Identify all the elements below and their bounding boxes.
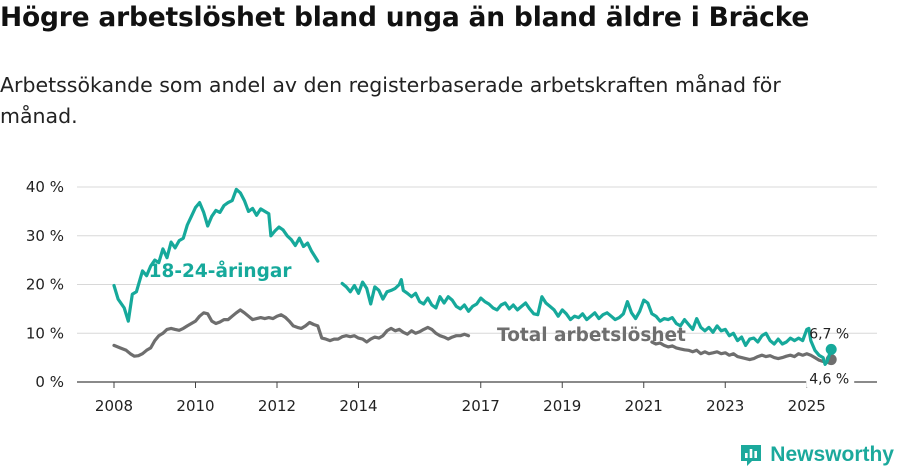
series-label-total: Total arbetslöshet <box>497 325 686 346</box>
end-value-label-youth: 6,7 % <box>809 326 849 342</box>
x-tick-label: 2017 <box>462 397 500 415</box>
series-line-youth-a <box>112 187 320 323</box>
labels-layer: 18-24-åringar Total arbetslöshet 6,7 % 4,6 … <box>149 260 855 388</box>
series-line-youth-b <box>340 278 833 366</box>
x-tick-label: 2012 <box>258 397 296 415</box>
newsworthy-brand[interactable]: Newsworthy <box>739 443 894 467</box>
chart-subtitle: Arbetssökande som andel av den registerb… <box>0 73 781 128</box>
x-tick-label: 2010 <box>176 397 214 415</box>
y-tick-label: 30 % <box>26 227 64 245</box>
chart-title: Högre arbetslöshet bland unga än bland ä… <box>0 2 810 33</box>
gridlines <box>77 186 877 383</box>
x-tick-label: 2021 <box>625 397 663 415</box>
y-tick-label: 40 % <box>26 178 64 196</box>
y-axis: 0 % 10 % 20 % 30 % 40 % <box>26 178 64 391</box>
y-tick-label: 20 % <box>26 276 64 294</box>
end-value-label-total: 4,6 % <box>809 372 849 388</box>
series-layer <box>112 187 837 366</box>
x-axis: 2008 2010 2012 2014 2017 2019 2021 2023 2025 <box>95 382 826 415</box>
series-line-total-b <box>650 340 833 365</box>
end-label-bg <box>806 369 855 388</box>
y-tick-label: 10 % <box>26 324 64 342</box>
end-point-youth <box>825 343 837 355</box>
x-tick-label: 2014 <box>339 397 377 415</box>
newsworthy-logo-icon <box>741 445 762 466</box>
y-tick-label: 0 % <box>35 373 64 391</box>
x-tick-label: 2023 <box>706 397 744 415</box>
series-label-youth: 18-24-åringar <box>149 260 293 282</box>
x-tick-label: 2019 <box>543 397 581 415</box>
x-tick-label: 2025 <box>788 397 826 415</box>
brand-name: Newsworthy <box>770 443 894 466</box>
x-tick-label: 2008 <box>95 397 133 415</box>
series-line-total-a <box>112 308 471 358</box>
